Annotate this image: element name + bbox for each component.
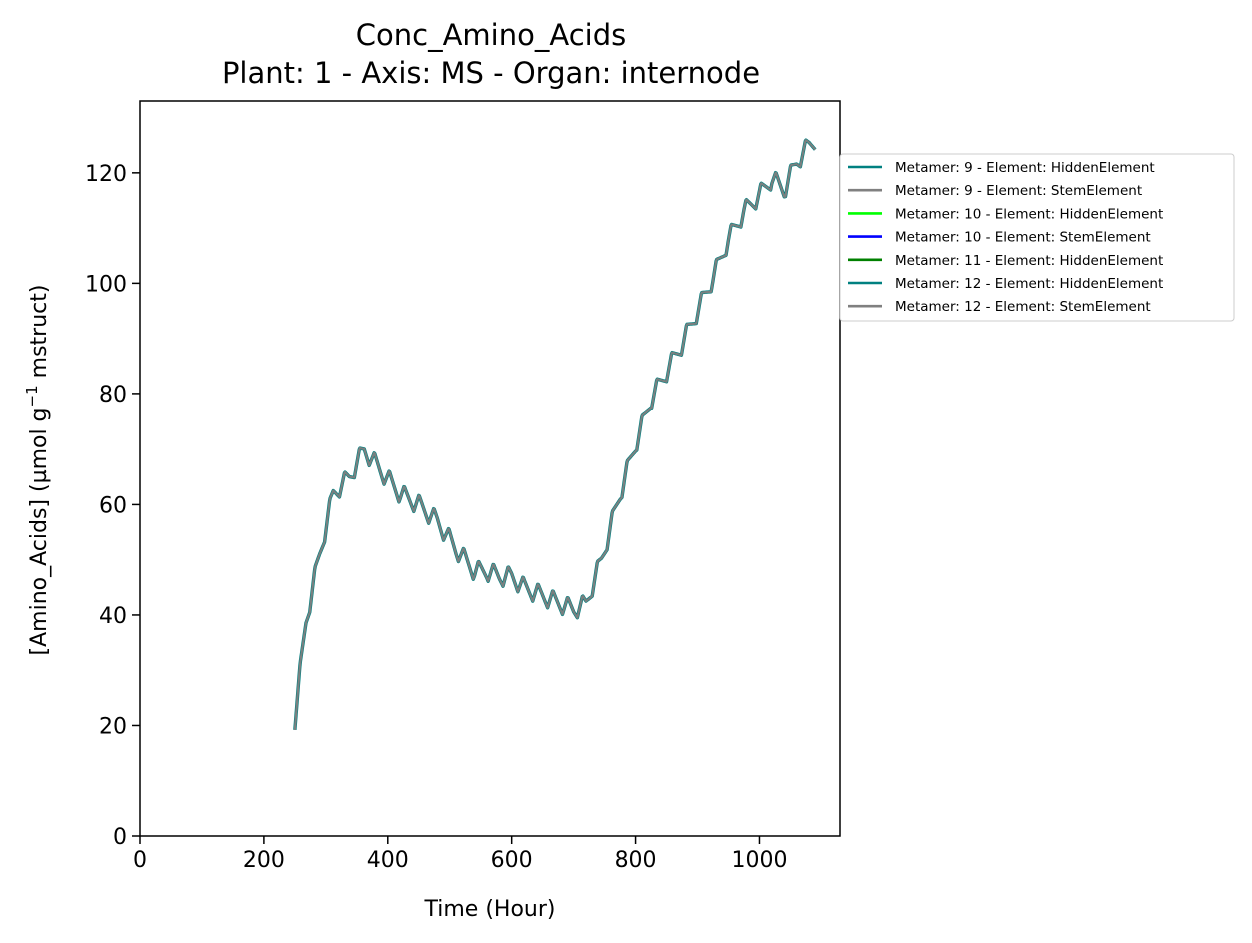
series-line-hidden: [293, 138, 817, 731]
x-tick-label: 0: [133, 848, 147, 873]
legend-entry: Metamer: 10 - Element: StemElement: [895, 230, 1151, 246]
legend-entry: Metamer: 12 - Element: StemElement: [895, 299, 1151, 315]
y-axis-label-tail: mstruct): [27, 285, 52, 386]
y-tick-label: 60: [99, 493, 127, 518]
series-layer: [293, 138, 817, 731]
y-tick-label: 100: [85, 272, 127, 297]
legend-entry: Metamer: 9 - Element: HiddenElement: [895, 160, 1155, 176]
y-tick-label: 120: [85, 162, 127, 187]
x-tick-label: 1000: [731, 848, 787, 873]
chart-subtitle: Plant: 1 - Axis: MS - Organ: internode: [222, 56, 760, 90]
legend-entry: Metamer: 12 - Element: HiddenElement: [895, 276, 1163, 292]
legend-entry: Metamer: 10 - Element: HiddenElement: [895, 206, 1163, 222]
legend: Metamer: 9 - Element: HiddenElement Metam…: [839, 153, 1235, 322]
y-axis-label: [Amino_Acids] (µmol g−1 mstruct): [23, 285, 52, 656]
x-tick-label: 200: [243, 848, 285, 873]
x-tick-label: 800: [615, 848, 657, 873]
y-tick-label: 0: [113, 825, 127, 850]
chart-title: Conc_Amino_Acids: [356, 18, 626, 52]
legend-entry: Metamer: 11 - Element: HiddenElement: [895, 253, 1163, 269]
series-line-stem: [293, 139, 817, 730]
y-axis: 0 20 40 60 80 100 120: [85, 162, 140, 850]
plot-frame: [139, 100, 841, 837]
y-tick-label: 80: [99, 383, 127, 408]
y-axis-label-main: [Amino_Acids] (µmol g: [27, 407, 52, 655]
y-tick-label: 20: [99, 714, 127, 739]
legend-entry: Metamer: 9 - Element: StemElement: [895, 183, 1142, 199]
x-axis-label: Time (Hour): [424, 897, 556, 922]
y-axis-label-superscript: −1: [23, 385, 41, 407]
y-tick-label: 40: [99, 604, 127, 629]
x-tick-label: 600: [491, 848, 533, 873]
x-tick-label: 400: [367, 848, 409, 873]
x-axis: 0 200 400 600 800 1000: [133, 836, 787, 873]
legend-frame: [839, 153, 1235, 322]
